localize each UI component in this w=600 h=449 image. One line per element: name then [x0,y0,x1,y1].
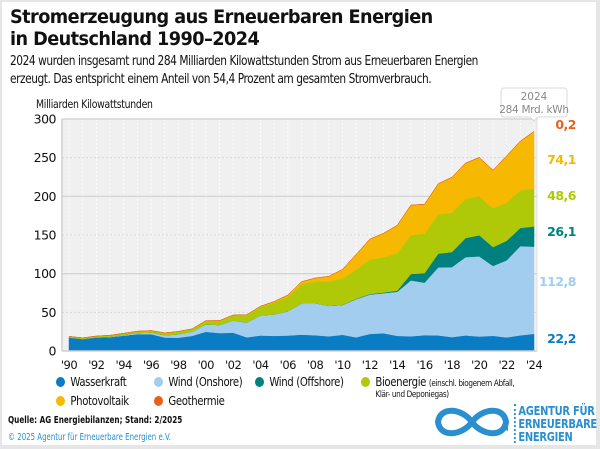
x-tick-label: '18 [444,358,460,372]
x-tick-label: '20 [471,358,487,372]
x-tick-label: '98 [170,358,186,372]
copyright-link[interactable]: © 2025 Agentur für Erneuerbare Energien … [8,432,172,443]
x-tick-label: '24 [526,358,542,372]
legend-label: Photovoltaik [70,393,129,408]
y-tick-label: 150 [34,228,57,243]
legend-item-wasserkraft: Wasserkraft [56,374,127,389]
x-tick-label: '14 [389,358,405,372]
legend-item-bioenergie: Bioenergie (einschl. biogenem Abfall, Kl… [361,374,515,400]
logo-line-1: AGENTUR FÜR [518,403,595,418]
end-value-label: 48,6 [547,188,577,203]
x-tick-label: '90 [61,358,77,372]
x-tick-label: '10 [334,358,350,372]
x-tick-label: '94 [116,358,132,372]
y-axis-label: Milliarden Kilowattstunden [36,97,153,111]
legend-label: Geothermie [168,393,225,408]
y-tick-label: 200 [34,189,57,204]
logo-text: AGENTUR FÜR ERNEUERBARE ENERGIEN [514,404,597,443]
end-value-label: 22,2 [547,331,576,346]
legend-swatch-wind-onshore [154,377,163,387]
chart-title: Stromerzeugung aus Erneuerbaren Energien… [10,6,433,50]
legend-item-wind-onshore: Wind (Onshore) [154,374,243,389]
subtitle-line-2: erzeugt. Das entspricht einem Anteil von… [10,72,432,87]
y-tick-label: 100 [34,266,57,281]
legend-swatch-bioenergie [361,377,370,387]
subtitle-line-1: 2024 wurden insgesamt rund 284 Milliarde… [10,54,478,69]
source-note: Quelle: AG Energiebilanzen; Stand: 2/202… [8,415,183,426]
x-tick-label: '22 [498,358,514,372]
legend-item-wind-offshore: Wind (Offshore) [255,374,344,389]
logo-line-3: ENERGIEN [518,429,573,444]
tooltip-total: 284 Mrd. kWh [499,104,568,116]
x-tick-label: '16 [416,358,432,372]
legend-label: Wind (Offshore) [269,374,344,389]
y-tick-label: 250 [34,150,57,165]
infinity-logo-icon [435,407,509,437]
legend-label: Wind (Onshore) [168,374,243,389]
x-tick-label: '02 [225,358,241,372]
legend-item-geothermie: Geothermie [154,393,225,408]
legend-note-2: Klär- und Deponiegas) [375,390,449,400]
y-tick-label: 0 [49,344,57,359]
x-tick-label: '00 [198,358,214,372]
aee-logo: AGENTUR FÜR ERNEUERBARE ENERGIEN [432,402,597,444]
legend-swatch-wind-offshore [255,377,264,387]
title-line-2: in Deutschland 1990–2024 [10,28,260,50]
legend-swatch-wasserkraft [56,377,65,387]
end-value-label: 74,1 [547,152,576,167]
x-tick-label: '06 [280,358,296,372]
chart-subtitle: 2024 wurden insgesamt rund 284 Milliarde… [10,53,478,89]
tooltip-box [500,87,568,122]
x-tick-label: '04 [252,358,268,372]
legend-swatch-photovoltaik [56,396,65,406]
legend-swatch-geothermie [154,396,163,406]
legend-label: Wasserkraft [70,374,127,389]
y-tick-label: 300 [34,112,57,127]
y-tick-label: 50 [41,305,56,320]
end-value-label: 112,8 [539,274,576,289]
end-value-label: 0,2 [555,117,576,132]
legend-label: Bioenergie [375,374,427,389]
logo-line-2: ERNEUERBARE [518,416,597,431]
legend-note: (einschl. biogenem Abfall, [428,379,515,389]
area-geothermie [68,130,535,339]
x-tick-label: '96 [143,358,159,372]
x-tick-label: '92 [88,358,104,372]
tooltip-year: 2024 [521,91,548,103]
x-tick-label: '12 [362,358,378,372]
end-value-label: 26,1 [547,224,576,239]
legend-item-photovoltaik: Photovoltaik [56,393,129,408]
x-tick-label: '08 [307,358,323,372]
title-line-1: Stromerzeugung aus Erneuerbaren Energien [10,6,433,28]
